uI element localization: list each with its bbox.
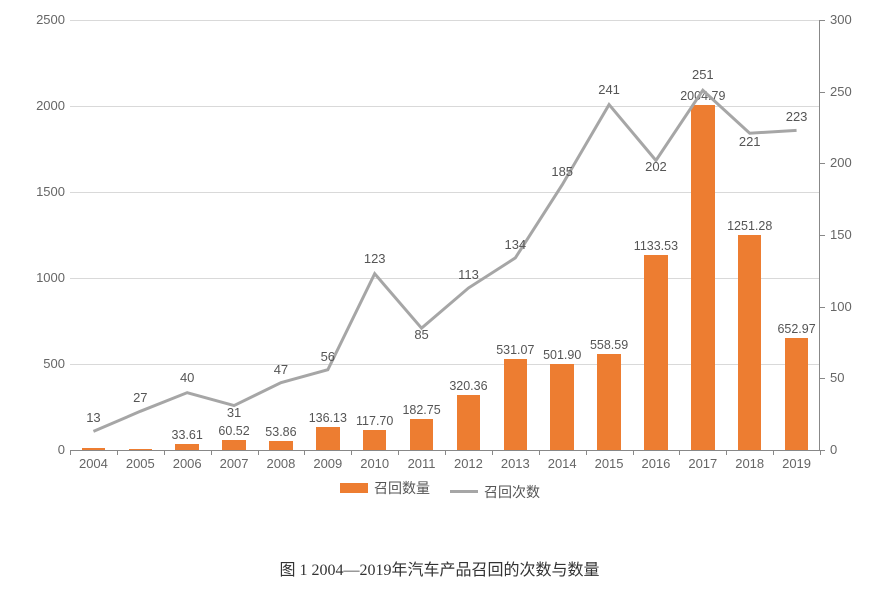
- line-value-label: 13: [86, 410, 100, 425]
- y-left-tick-label: 1000: [15, 270, 65, 285]
- plot-area: 33.6160.5253.86136.13117.70182.75320.365…: [70, 20, 820, 451]
- x-tick-label: 2018: [735, 456, 764, 471]
- x-tick: [445, 450, 446, 455]
- x-tick: [820, 450, 821, 455]
- x-tick-label: 2013: [501, 456, 530, 471]
- line-value-label: 31: [227, 405, 241, 420]
- x-tick-label: 2016: [641, 456, 670, 471]
- y-right-tick: [820, 378, 825, 379]
- y-right-tick-label: 50: [830, 370, 879, 385]
- x-tick: [398, 450, 399, 455]
- x-tick-label: 2004: [79, 456, 108, 471]
- y-right-axis: [819, 20, 820, 450]
- x-tick-label: 2012: [454, 456, 483, 471]
- y-right-tick-label: 200: [830, 155, 879, 170]
- line-value-label: 185: [551, 164, 573, 179]
- legend-label: 召回数量: [374, 478, 430, 498]
- y-right-tick-label: 300: [830, 12, 879, 27]
- y-left-tick-label: 2000: [15, 98, 65, 113]
- y-left-tick-label: 2500: [15, 12, 65, 27]
- y-right-tick: [820, 20, 825, 21]
- line-value-label: 251: [692, 67, 714, 82]
- x-tick-label: 2009: [313, 456, 342, 471]
- legend: 召回数量 召回次数: [10, 478, 870, 502]
- y-left-tick-label: 1500: [15, 184, 65, 199]
- line-value-label: 241: [598, 82, 620, 97]
- y-left-tick-label: 0: [15, 442, 65, 457]
- x-tick: [726, 450, 727, 455]
- line-value-label: 202: [645, 159, 667, 174]
- line-value-label: 47: [274, 362, 288, 377]
- line-value-label: 56: [321, 349, 335, 364]
- x-tick-label: 2011: [408, 456, 436, 471]
- x-tick-label: 2006: [173, 456, 202, 471]
- line-series: [70, 20, 820, 450]
- y-right-tick: [820, 235, 825, 236]
- y-right-tick-label: 0: [830, 442, 879, 457]
- x-tick-label: 2005: [126, 456, 155, 471]
- x-tick: [258, 450, 259, 455]
- line-value-label: 221: [739, 134, 761, 149]
- x-tick-label: 2015: [595, 456, 624, 471]
- x-tick: [586, 450, 587, 455]
- line-value-label: 123: [364, 251, 386, 266]
- y-right-tick: [820, 92, 825, 93]
- x-tick-label: 2014: [548, 456, 577, 471]
- x-tick-label: 2007: [220, 456, 249, 471]
- x-tick: [70, 450, 71, 455]
- y-right-tick: [820, 307, 825, 308]
- x-tick-label: 2017: [688, 456, 717, 471]
- y-right-tick-label: 250: [830, 84, 879, 99]
- y-right-tick: [820, 163, 825, 164]
- line-value-label: 27: [133, 390, 147, 405]
- x-tick: [304, 450, 305, 455]
- legend-item: 召回次数: [450, 482, 540, 502]
- x-tick: [539, 450, 540, 455]
- line-value-label: 85: [414, 327, 428, 342]
- y-right-tick-label: 100: [830, 299, 879, 314]
- line-value-label: 40: [180, 370, 194, 385]
- x-tick-label: 2010: [360, 456, 389, 471]
- x-tick: [773, 450, 774, 455]
- x-tick: [117, 450, 118, 455]
- legend-swatch-bar: [340, 483, 368, 493]
- line-value-label: 113: [458, 267, 479, 282]
- figure-caption: 图 1 2004—2019年汽车产品召回的次数与数量: [10, 556, 869, 580]
- line-value-label: 223: [786, 109, 808, 124]
- legend-item: 召回数量: [340, 478, 430, 498]
- x-tick: [633, 450, 634, 455]
- x-tick-label: 2008: [266, 456, 295, 471]
- y-left-tick-label: 500: [15, 356, 65, 371]
- x-tick: [211, 450, 212, 455]
- line-value-label: 134: [504, 237, 526, 252]
- x-tick: [351, 450, 352, 455]
- x-tick-label: 2019: [782, 456, 811, 471]
- y-right-tick-label: 150: [830, 227, 879, 242]
- x-tick: [492, 450, 493, 455]
- legend-label: 召回次数: [484, 482, 540, 502]
- x-tick: [679, 450, 680, 455]
- legend-swatch-line: [450, 490, 478, 493]
- chart-container: 33.6160.5253.86136.13117.70182.75320.365…: [10, 10, 870, 550]
- x-tick: [164, 450, 165, 455]
